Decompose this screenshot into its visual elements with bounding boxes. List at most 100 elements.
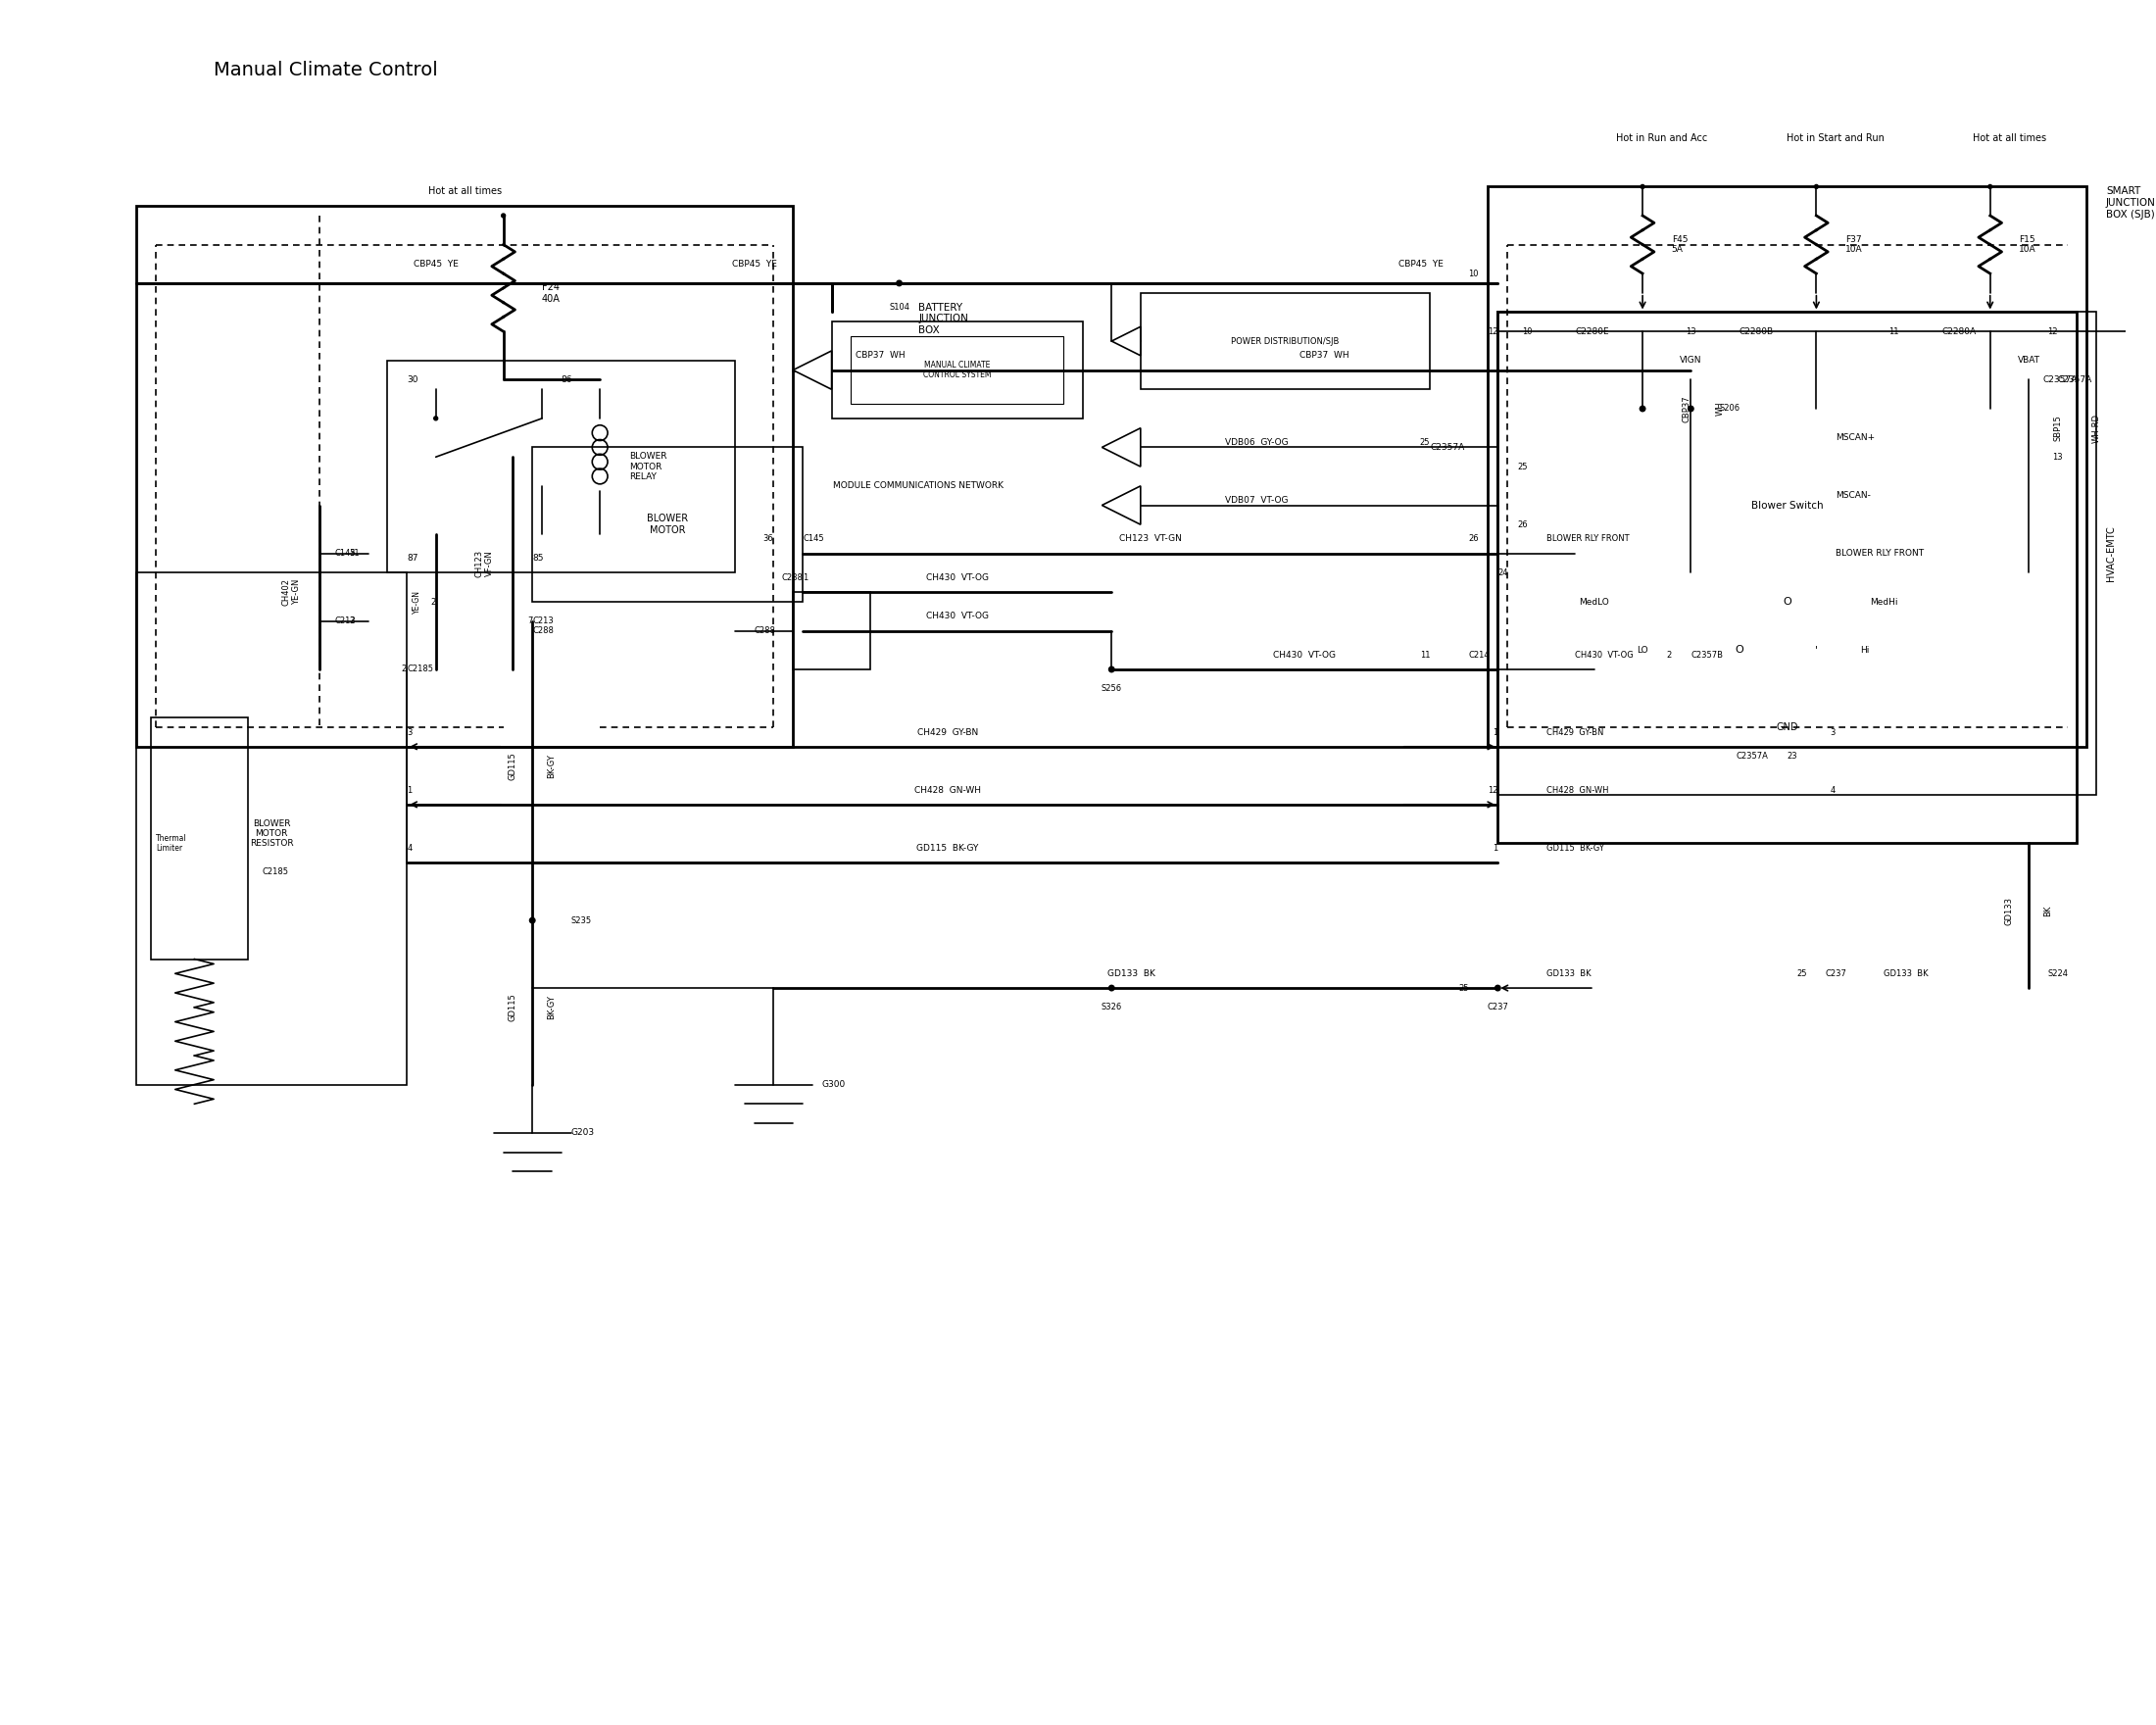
Text: C213: C213 (533, 618, 554, 626)
Bar (388, 361, 735, 573)
Text: 7: 7 (526, 618, 533, 626)
Text: 25: 25 (1518, 462, 1526, 471)
Text: C237: C237 (1488, 1002, 1509, 1013)
Text: C2357A: C2357A (1429, 443, 1464, 452)
Text: 3: 3 (407, 728, 412, 737)
Text: 10: 10 (1468, 269, 1479, 278)
Text: 11: 11 (1889, 328, 1899, 336)
Text: Hot at all times: Hot at all times (1973, 133, 2046, 143)
Text: 85: 85 (533, 554, 543, 562)
Text: 30: 30 (407, 376, 418, 385)
Text: 12: 12 (1488, 785, 1498, 795)
Text: CH429  GY-BN: CH429 GY-BN (916, 728, 979, 737)
Text: 36: 36 (763, 535, 774, 543)
Text: BLOWER RLY FRONT: BLOWER RLY FRONT (1835, 549, 1923, 557)
Text: CH430  VT-OG: CH430 VT-OG (925, 573, 987, 581)
Text: WH: WH (1716, 402, 1725, 416)
Text: 25: 25 (1457, 983, 1468, 992)
Circle shape (897, 281, 901, 286)
Text: Hot in Run and Acc: Hot in Run and Acc (1617, 133, 1708, 143)
Text: BLOWER
MOTOR
RELAY: BLOWER MOTOR RELAY (630, 452, 666, 481)
Text: C2280A: C2280A (1943, 328, 1977, 336)
Text: 25: 25 (1421, 438, 1429, 447)
Text: S206: S206 (1720, 404, 1740, 412)
Bar (1498, 312, 2096, 795)
Text: Blower Switch: Blower Switch (1751, 500, 1824, 511)
Text: C145: C145 (334, 549, 356, 557)
Text: CH428  GN-WH: CH428 GN-WH (914, 785, 981, 795)
Text: 26: 26 (1518, 521, 1526, 530)
Circle shape (1688, 405, 1692, 411)
Text: CBP37  WH: CBP37 WH (1300, 352, 1350, 361)
Text: C214: C214 (1468, 650, 1490, 659)
Text: 12: 12 (1488, 328, 1498, 336)
Text: O: O (1783, 597, 1792, 607)
Circle shape (1108, 985, 1115, 990)
Text: MANUAL CLIMATE
CONTROL SYSTEM: MANUAL CLIMATE CONTROL SYSTEM (923, 361, 992, 380)
Text: C213: C213 (334, 618, 356, 626)
Text: VDB07  VT-OG: VDB07 VT-OG (1225, 497, 1287, 505)
Polygon shape (1102, 428, 1141, 467)
Text: GD115: GD115 (509, 752, 517, 780)
Text: C288: C288 (533, 626, 554, 635)
Bar (832, 323, 1082, 419)
Text: CH123  VT-GN: CH123 VT-GN (1119, 535, 1181, 543)
Text: WH-RD: WH-RD (2091, 414, 2100, 443)
Text: 31: 31 (349, 549, 360, 557)
Text: MedHi: MedHi (1869, 597, 1897, 605)
Text: O: O (1736, 645, 1744, 656)
Text: BK-GY: BK-GY (548, 995, 556, 1019)
Text: BATTERY
JUNCTION
BOX: BATTERY JUNCTION BOX (918, 302, 968, 335)
Polygon shape (1112, 326, 1141, 355)
Text: POWER DISTRIBUTION/SJB: POWER DISTRIBUTION/SJB (1231, 336, 1339, 345)
Text: 26: 26 (1468, 535, 1479, 543)
Text: C2185: C2185 (263, 868, 289, 876)
Text: MedLO: MedLO (1578, 597, 1608, 605)
Text: CH123
VF-GN: CH123 VF-GN (474, 549, 494, 576)
Circle shape (1641, 405, 1645, 411)
Text: 11: 11 (1421, 650, 1429, 659)
Text: F37
10A: F37 10A (1846, 235, 1863, 254)
Text: 13: 13 (2053, 452, 2063, 461)
Polygon shape (793, 350, 832, 390)
Text: 2: 2 (1667, 650, 1671, 659)
Polygon shape (1102, 486, 1141, 524)
Text: CH430  VT-OG: CH430 VT-OG (1576, 650, 1634, 659)
Text: Hot at all times: Hot at all times (427, 186, 502, 197)
Text: F24
40A: F24 40A (541, 283, 561, 304)
Circle shape (1988, 185, 1992, 188)
Text: HVAC-EMTC: HVAC-EMTC (2106, 526, 2115, 581)
Text: CBP45  YE: CBP45 YE (414, 259, 459, 269)
Text: MODULE COMMUNICATIONS NETWORK: MODULE COMMUNICATIONS NETWORK (832, 481, 1005, 490)
Text: C2357A: C2357A (2042, 376, 2076, 385)
Text: C288: C288 (780, 573, 802, 581)
Circle shape (502, 214, 505, 217)
Text: 1: 1 (1492, 728, 1498, 737)
Text: 1: 1 (1492, 844, 1498, 852)
Text: YE-GN: YE-GN (412, 590, 420, 614)
Text: BK: BK (2044, 906, 2053, 916)
Bar (1141, 293, 1429, 390)
Text: C2357A: C2357A (1736, 752, 1768, 761)
Text: GD115: GD115 (509, 994, 517, 1021)
Bar (136, 573, 407, 1085)
Text: C2357A: C2357A (2057, 376, 2091, 385)
Text: Hot in Start and Run: Hot in Start and Run (1787, 133, 1884, 143)
Text: C2357B: C2357B (1690, 650, 1723, 659)
Text: 2: 2 (349, 618, 354, 626)
Text: MSCAN+: MSCAN+ (1835, 433, 1876, 442)
Text: Hi: Hi (1861, 645, 1869, 654)
Text: MSCAN-: MSCAN- (1835, 492, 1871, 500)
Text: BK-GY: BK-GY (548, 754, 556, 778)
Text: 10: 10 (1522, 328, 1533, 336)
Text: C2280B: C2280B (1740, 328, 1774, 336)
Text: LO: LO (1636, 645, 1647, 654)
Text: VBAT: VBAT (2018, 355, 2040, 366)
Text: GND: GND (1777, 723, 1798, 731)
Text: 4: 4 (407, 844, 412, 852)
Bar (136, 205, 793, 747)
Text: C145: C145 (802, 535, 824, 543)
Text: CH430  VT-OG: CH430 VT-OG (925, 612, 987, 621)
Text: 24: 24 (1498, 569, 1507, 578)
Text: GD133  BK: GD133 BK (1106, 969, 1156, 978)
